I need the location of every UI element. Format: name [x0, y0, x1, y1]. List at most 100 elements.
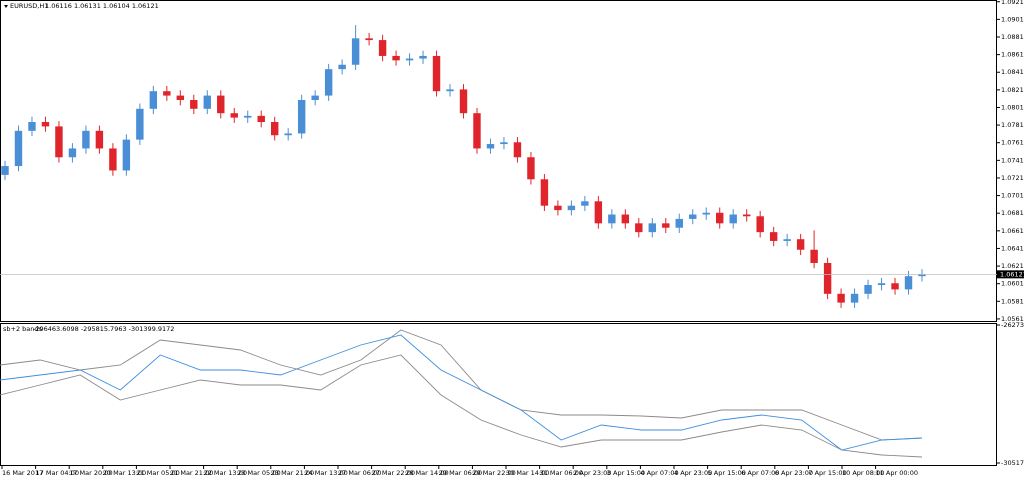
y-tick-label: 1.07415: [1001, 156, 1024, 164]
candle-body: [689, 214, 697, 219]
candle-body: [527, 157, 535, 180]
symbol-title: EURUSD,H1: [10, 2, 48, 10]
y-tick-label: 1.09015: [1001, 15, 1024, 23]
x-tick-label: 23 Mar 21:00: [271, 469, 314, 477]
x-tick-label: 27 Mar 22:00: [372, 469, 415, 477]
y-tick-label: 1.06815: [1001, 209, 1024, 217]
candle-body: [338, 64, 346, 70]
x-tick-label: 4 Apr 23:00: [674, 469, 712, 477]
x-tick-label: 17 Mar 20:00: [69, 469, 112, 477]
y-tick-label: 1.07215: [1001, 174, 1024, 182]
x-tick-label: 21 Mar 05:00: [136, 469, 179, 477]
candle-body: [311, 95, 319, 100]
candle-body: [203, 95, 211, 109]
x-tick-label: 5 Apr 15:00: [708, 469, 746, 477]
y-tick-label: 1.05615: [1001, 315, 1024, 323]
candle-body: [864, 284, 872, 294]
candle-body: [419, 55, 427, 59]
y-tick-label: 1.08015: [1001, 103, 1024, 111]
candle-body: [446, 89, 454, 92]
candle-body: [810, 249, 818, 263]
indicator-line: [0, 329, 923, 441]
candle-body: [742, 214, 751, 217]
candle-body: [217, 95, 225, 114]
x-tick-label: 4 Apr 07:00: [640, 469, 678, 477]
candle-body: [594, 201, 603, 224]
candle-body: [823, 262, 832, 294]
candle-body: [149, 91, 158, 109]
candle-body: [28, 122, 36, 131]
menu-arrow[interactable]: [4, 5, 8, 8]
x-tick-label: 10 Apr 08:00: [842, 469, 884, 477]
y-tick-label: -262736.3: [1001, 321, 1024, 329]
x-tick-label: 3 Apr 15:00: [607, 469, 645, 477]
candle-body: [729, 214, 737, 224]
candle-body: [540, 179, 549, 206]
candle-body: [270, 122, 279, 136]
candle-body: [41, 122, 50, 127]
x-tick-label: 21 Mar 21:00: [170, 469, 213, 477]
y-tick-label: 1.06615: [1001, 227, 1024, 235]
current-price-label: 1.06121: [1000, 270, 1024, 278]
y-tick-label: 1.08415: [1001, 68, 1024, 76]
candle-body: [176, 95, 185, 100]
candle-body: [635, 223, 643, 233]
candle-body: [783, 239, 791, 241]
y-tick-label: 1.07615: [1001, 139, 1024, 147]
candle-body: [554, 205, 562, 211]
y-tick-label: 1.06215: [1001, 262, 1024, 270]
indicator-line: [0, 334, 923, 451]
price-panel-frame: [0, 0, 997, 322]
x-tick-label: 20 Mar 13:00: [103, 469, 146, 477]
candle-body: [918, 274, 926, 277]
candle-body: [756, 216, 764, 233]
y-tick-label: 1.07815: [1001, 121, 1024, 129]
y-tick-label: 1.05815: [1001, 297, 1024, 305]
x-tick-label: 7 Apr 15:00: [808, 469, 846, 477]
candle-body: [136, 108, 144, 140]
candle-body: [1, 166, 9, 175]
candle-body: [297, 99, 306, 134]
candle-body: [95, 130, 104, 149]
candle-body: [284, 133, 292, 136]
candle-body: [904, 276, 913, 290]
x-tick-label: 27 Mar 06:00: [338, 469, 381, 477]
candle-body: [769, 232, 778, 241]
candle-body: [190, 99, 198, 109]
x-tick-label: 30 Mar 14:00: [506, 469, 549, 477]
candle-body: [68, 148, 77, 158]
x-tick-label: 6 Apr 07:00: [741, 469, 779, 477]
x-tick-label: 29 Mar 06:00: [439, 469, 482, 477]
y-tick-label: 1.08215: [1001, 86, 1024, 94]
candle-body: [608, 214, 616, 224]
indicator-line: [0, 354, 923, 458]
y-tick-label: 1.09215: [1001, 0, 1024, 6]
candle-body: [877, 283, 886, 285]
candle-body: [648, 223, 657, 233]
candle-body: [675, 218, 683, 228]
y-tick-label: 1.06415: [1001, 244, 1024, 252]
y-tick-label: 1.06015: [1001, 280, 1024, 288]
candle-body: [163, 91, 171, 96]
candle-body: [82, 130, 90, 149]
candle-body: [432, 55, 441, 92]
x-tick-label: 31 Mar 06:00: [540, 469, 583, 477]
y-tick-label: 1.07015: [1001, 192, 1024, 200]
candle-body: [581, 201, 589, 206]
candle-body: [244, 115, 252, 118]
candle-body: [702, 212, 710, 215]
x-tick-label: 6 Apr 23:00: [775, 469, 813, 477]
x-tick-label: 24 Mar 13:00: [304, 469, 347, 477]
candle-body: [14, 130, 23, 167]
candle-body: [122, 139, 131, 171]
candle-body: [378, 40, 387, 56]
candle-body: [662, 223, 670, 228]
current-price-box: [997, 270, 1024, 279]
candle-body: [891, 283, 899, 290]
x-tick-label: 17 Mar 04:00: [36, 469, 79, 477]
y-tick-label: 1.08815: [1001, 33, 1024, 41]
x-tick-label: 23 Mar 05:00: [237, 469, 280, 477]
